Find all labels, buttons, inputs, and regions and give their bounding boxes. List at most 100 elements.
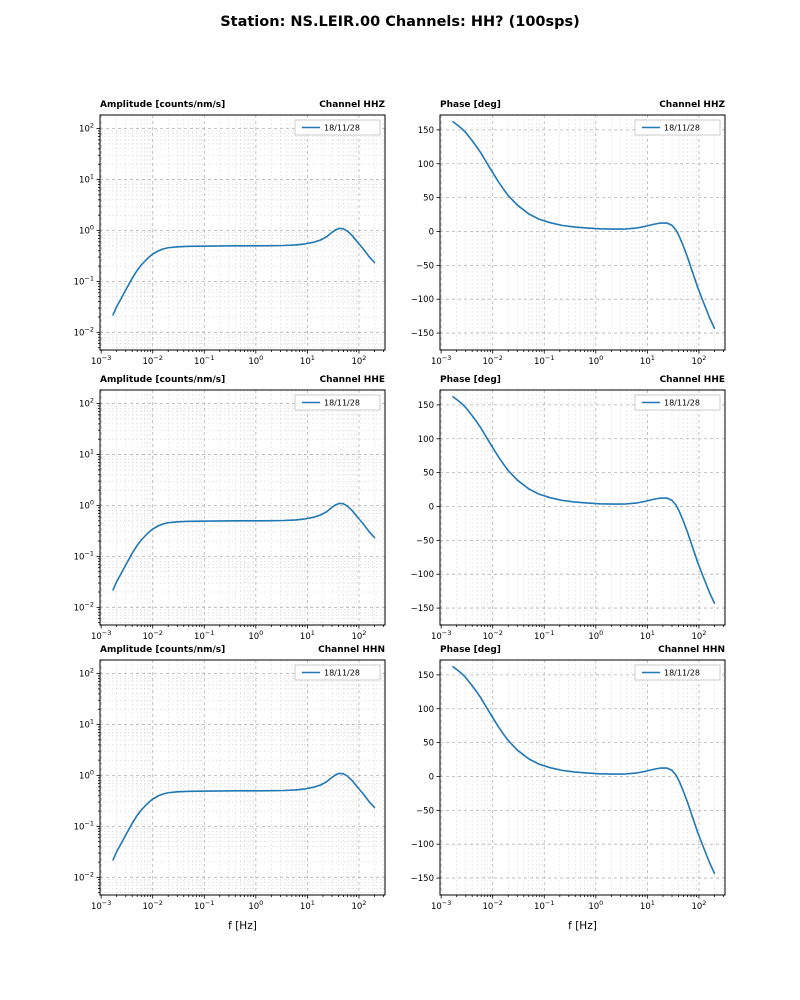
svg-text:18/11/28: 18/11/28 — [324, 399, 360, 408]
tick-labels: 10−3 10−2 10−1 100 101 102 −150 −100 −50 0 50 100 15… — [411, 401, 707, 642]
tick-labels: 10−3 10−2 10−1 100 101 102 10−2 10−1 100 101 102 — [74, 667, 367, 912]
svg-text:10−1: 10−1 — [534, 899, 554, 912]
svg-text:18/11/28: 18/11/28 — [664, 124, 700, 133]
svg-text:10−2: 10−2 — [482, 354, 502, 367]
major-grid — [440, 115, 725, 350]
amplitude-plot-hhz: 10−3 10−2 10−1 100 101 102 10−2 10−1 100 101 102 18… — [74, 114, 386, 367]
svg-text:102: 102 — [79, 667, 94, 680]
svg-text:−50: −50 — [416, 261, 434, 271]
plot-title-channel: Channel HHN — [658, 645, 725, 655]
svg-text:10−3: 10−3 — [431, 629, 451, 642]
plot-title-channel: Channel HHE — [319, 375, 385, 385]
svg-text:101: 101 — [79, 173, 94, 186]
minor-grid — [100, 115, 385, 350]
subplot-hhe-phase: Phase [deg] Channel HHE 10−3 10−2 10−1 100 1… — [385, 372, 737, 665]
svg-text:100: 100 — [588, 899, 603, 912]
svg-text:101: 101 — [640, 899, 655, 912]
x-axis-label: f [Hz] — [228, 920, 257, 932]
svg-text:10−3: 10−3 — [431, 354, 451, 367]
major-grid — [100, 390, 385, 625]
svg-text:10−2: 10−2 — [142, 354, 162, 367]
tick-labels: 10−3 10−2 10−1 100 101 102 −150 −100 −50 0 50 100 15… — [411, 126, 707, 367]
svg-text:−100: −100 — [411, 295, 434, 305]
subplot-hhz-amplitude: Amplitude [counts/nm/s] Channel HHZ 10−3… — [45, 97, 397, 390]
minor-grid — [100, 390, 385, 625]
svg-text:−100: −100 — [411, 840, 434, 850]
svg-text:101: 101 — [79, 448, 94, 461]
svg-text:10−2: 10−2 — [74, 600, 94, 613]
svg-text:10−1: 10−1 — [74, 819, 94, 832]
plot-title-channel: Channel HHE — [659, 375, 725, 385]
phase-plot-hhe: 10−3 10−2 10−1 100 101 102 −150 −100 −50 0 50 100 15… — [411, 389, 726, 642]
svg-text:50: 50 — [423, 194, 434, 204]
svg-text:102: 102 — [79, 397, 94, 410]
minor-grid — [456, 115, 724, 350]
svg-text:10−3: 10−3 — [91, 354, 111, 367]
svg-text:0: 0 — [429, 502, 434, 512]
svg-text:100: 100 — [418, 435, 434, 445]
svg-text:102: 102 — [691, 354, 706, 367]
legend: 18/11/28 — [294, 119, 381, 136]
plot-title-channel: Channel HHZ — [659, 100, 725, 110]
major-grid — [440, 390, 725, 625]
response-curve — [112, 772, 376, 861]
svg-text:10−1: 10−1 — [534, 629, 554, 642]
svg-text:0: 0 — [429, 772, 434, 782]
subplot-hhe-amplitude: Amplitude [counts/nm/s] Channel HHE 10−3… — [45, 372, 397, 665]
svg-text:100: 100 — [418, 705, 434, 715]
svg-text:101: 101 — [640, 354, 655, 367]
plot-title-phase: Phase [deg] — [440, 375, 501, 385]
svg-text:10−1: 10−1 — [534, 354, 554, 367]
axes-frame — [439, 114, 726, 351]
svg-text:−150: −150 — [411, 329, 434, 339]
x-axis-label: f [Hz] — [568, 920, 597, 932]
svg-text:10−1: 10−1 — [74, 549, 94, 562]
svg-text:−50: −50 — [416, 536, 434, 546]
svg-text:10−2: 10−2 — [482, 899, 502, 912]
svg-text:10−2: 10−2 — [74, 325, 94, 338]
axes-frame — [439, 389, 726, 626]
svg-text:102: 102 — [351, 629, 366, 642]
response-curve — [452, 120, 716, 330]
amplitude-plot-hhe: 10−3 10−2 10−1 100 101 102 10−2 10−1 100 101 102 18… — [74, 389, 386, 642]
svg-text:100: 100 — [248, 899, 263, 912]
tick-labels: 10−3 10−2 10−1 100 101 102 −150 −100 −50 0 50 100 15… — [411, 671, 707, 912]
axes-frame — [99, 114, 386, 351]
svg-text:0: 0 — [429, 227, 434, 237]
svg-text:101: 101 — [300, 354, 315, 367]
svg-text:100: 100 — [418, 160, 434, 170]
svg-text:102: 102 — [351, 899, 366, 912]
svg-text:10−1: 10−1 — [194, 899, 214, 912]
svg-text:102: 102 — [79, 122, 94, 135]
legend: 18/11/28 — [634, 119, 721, 136]
amplitude-plot-hhn: 10−3 10−2 10−1 100 101 102 10−2 10−1 100 101 102 18… — [74, 659, 386, 912]
tick-marks — [436, 404, 724, 629]
plot-title-phase: Phase [deg] — [440, 100, 501, 110]
plot-title-amplitude: Amplitude [counts/nm/s] — [100, 100, 226, 110]
response-curve — [112, 502, 376, 591]
subplot-hhz-phase: Phase [deg] Channel HHZ 10−3 10−2 10−1 100 1… — [385, 97, 737, 390]
major-grid — [440, 660, 725, 895]
svg-text:100: 100 — [588, 354, 603, 367]
svg-text:18/11/28: 18/11/28 — [664, 669, 700, 678]
legend: 18/11/28 — [634, 664, 721, 681]
axes-frame — [99, 659, 386, 896]
svg-text:102: 102 — [691, 629, 706, 642]
svg-text:100: 100 — [588, 629, 603, 642]
svg-text:−150: −150 — [411, 874, 434, 884]
response-curve — [452, 395, 716, 605]
minor-grid — [456, 390, 724, 625]
legend: 18/11/28 — [294, 664, 381, 681]
major-grid — [100, 660, 385, 895]
svg-text:10−3: 10−3 — [91, 899, 111, 912]
tick-labels: 10−3 10−2 10−1 100 101 102 10−2 10−1 100 101 102 — [74, 397, 367, 642]
phase-plot-hhz: 10−3 10−2 10−1 100 101 102 −150 −100 −50 0 50 100 15… — [411, 114, 726, 367]
svg-text:100: 100 — [248, 354, 263, 367]
svg-text:10−3: 10−3 — [91, 629, 111, 642]
subplot-hhn-phase: Phase [deg] Channel HHN 10−3 10−2 10−1 100 1… — [385, 642, 737, 935]
svg-text:100: 100 — [79, 498, 94, 511]
figure-title: Station: NS.LEIR.00 Channels: HH? (100sp… — [220, 14, 580, 30]
svg-text:10−2: 10−2 — [74, 870, 94, 883]
subplot-hhn-amplitude: Amplitude [counts/nm/s] Channel HHN 10−3… — [45, 642, 397, 935]
